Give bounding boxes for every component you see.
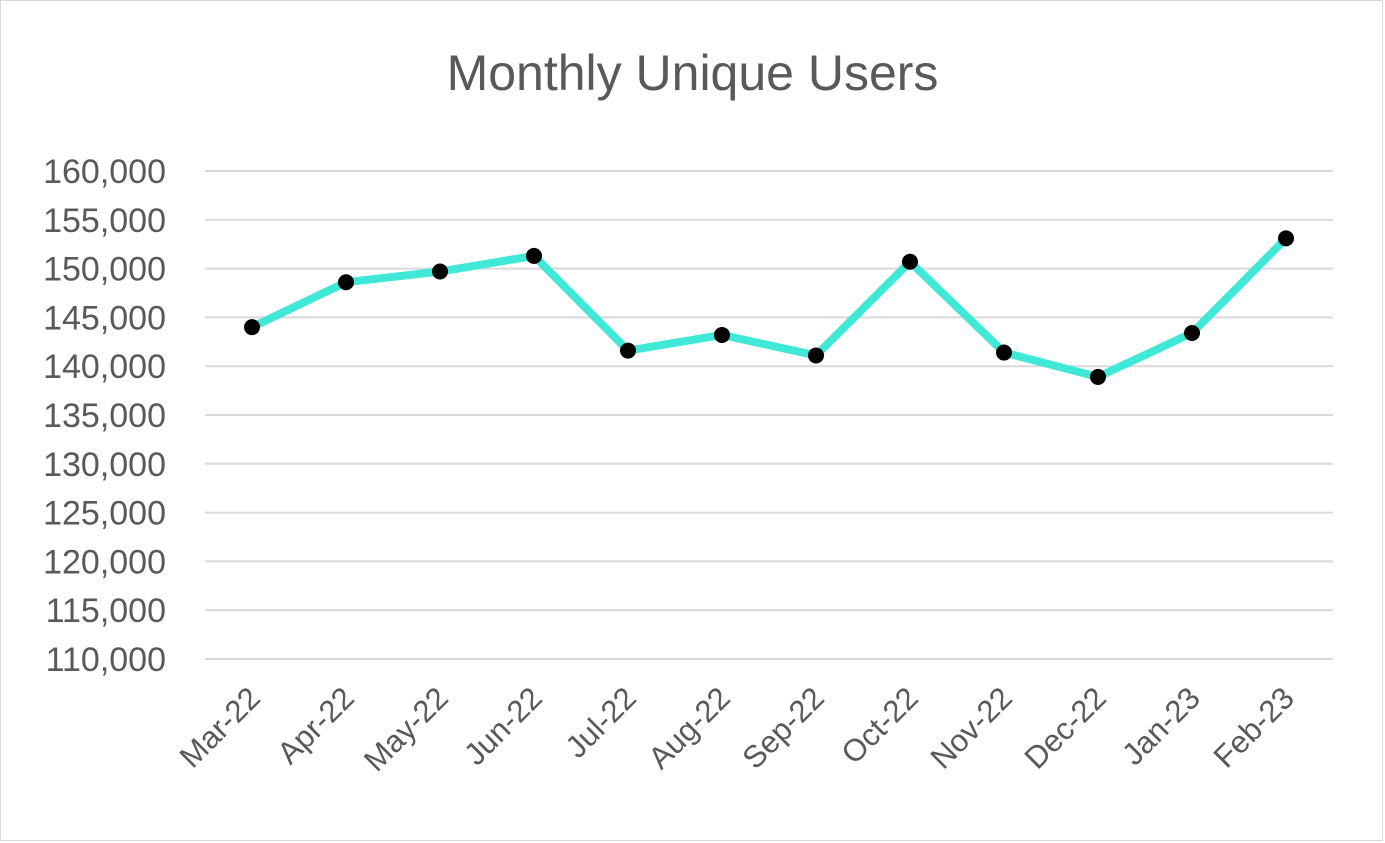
data-point [620, 342, 636, 359]
y-tick-label: 145,000 [43, 299, 166, 337]
data-point [432, 263, 448, 280]
y-tick-label: 140,000 [43, 348, 166, 386]
data-point [244, 319, 260, 336]
data-point [714, 326, 730, 343]
x-tick-label: Jul-22 [558, 680, 642, 764]
data-point [808, 347, 824, 364]
y-tick-label: 115,000 [46, 592, 166, 630]
y-tick-label: 110,000 [46, 641, 166, 679]
data-point [1278, 230, 1294, 247]
series-line-path [248, 234, 1290, 381]
data-point [996, 344, 1012, 361]
y-tick-label: 155,000 [43, 202, 166, 240]
x-tick-label: May-22 [357, 680, 455, 778]
x-tick-label: Feb-23 [1207, 680, 1301, 774]
series-line [248, 234, 1290, 381]
data-point [902, 253, 918, 270]
y-tick-label: 125,000 [43, 495, 166, 533]
x-tick-label: Aug-22 [642, 680, 737, 775]
y-tick-label: 135,000 [43, 397, 166, 435]
x-tick-label: Oct-22 [834, 680, 925, 771]
chart-title: Monthly Unique Users [446, 45, 939, 101]
x-tick-label: Jun-22 [457, 680, 549, 772]
x-tick-label: Apr-22 [270, 680, 361, 771]
x-tick-label: Sep-22 [736, 680, 831, 775]
x-tick-label: Nov-22 [924, 680, 1019, 775]
x-tick-label: Jan-23 [1115, 680, 1207, 772]
data-point [526, 247, 542, 264]
data-point [338, 274, 354, 291]
y-axis-ticks: 110,000 115,000 120,000 125,000 130,000 135,0… [43, 153, 166, 679]
gridlines [205, 170, 1333, 660]
y-tick-label: 160,000 [43, 153, 166, 191]
x-tick-label: Dec-22 [1018, 680, 1113, 775]
data-point [1090, 368, 1106, 385]
data-point [1184, 325, 1200, 342]
y-tick-label: 120,000 [43, 543, 166, 581]
y-tick-label: 150,000 [43, 251, 166, 289]
y-tick-label: 130,000 [43, 446, 166, 484]
x-tick-label: Mar-22 [173, 680, 267, 774]
series-markers [244, 230, 1294, 385]
